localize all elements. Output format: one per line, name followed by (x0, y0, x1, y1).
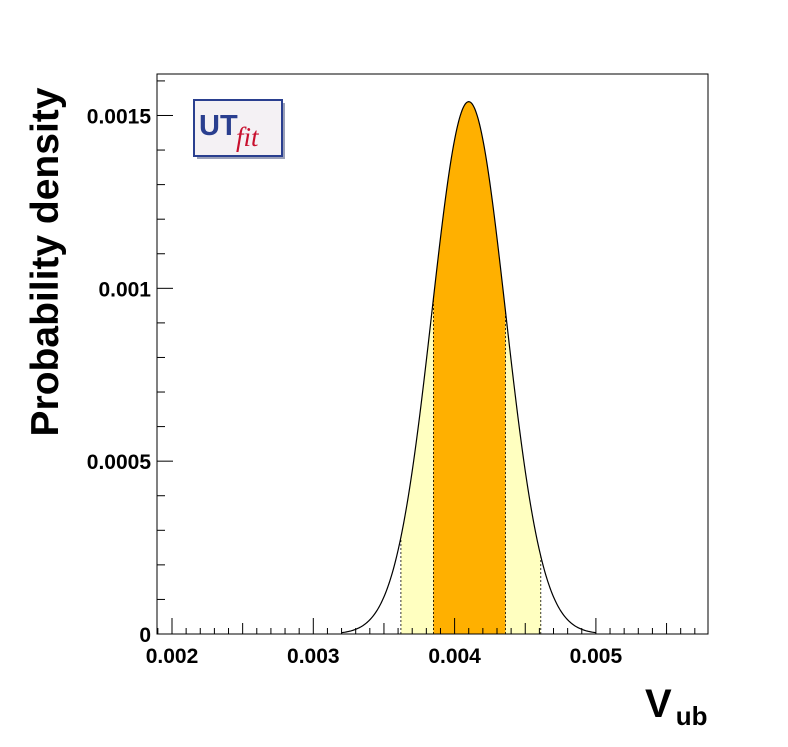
x-tick-label: 0.004 (428, 645, 481, 668)
y-tick-label: 0.0015 (87, 105, 152, 128)
density-curve-line (341, 101, 596, 634)
utfit-logo-fit: fit (236, 122, 260, 152)
x-axis-ticks (157, 618, 696, 634)
y-axis-tick-labels: 0 0.0005 0.001 0.0015 (87, 105, 152, 647)
y-axis-ticks (157, 80, 173, 635)
y-tick-label: 0.001 (98, 278, 151, 301)
plot-frame (156, 73, 709, 635)
y-axis-title: Probability density (24, 87, 67, 436)
band-68-fill (433, 101, 506, 634)
y-tick-label: 0 (139, 624, 151, 647)
interval-boundaries (400, 298, 542, 634)
x-axis-title-main: V (645, 682, 672, 726)
y-tick-label: 0.0005 (87, 451, 152, 474)
utfit-logo: UT fit (193, 99, 285, 159)
utfit-logo-ut: UT (199, 110, 238, 142)
density-curve (341, 101, 596, 634)
x-axis-tick-labels: 0.002 0.003 0.004 0.005 (146, 645, 623, 668)
x-tick-label: 0.003 (287, 645, 340, 668)
band-68-region (433, 101, 506, 634)
x-tick-label: 0.002 (146, 645, 199, 668)
x-tick-label: 0.005 (570, 645, 623, 668)
x-axis-title-subscript: ub (676, 701, 708, 731)
utfit-logo-box (193, 99, 283, 157)
